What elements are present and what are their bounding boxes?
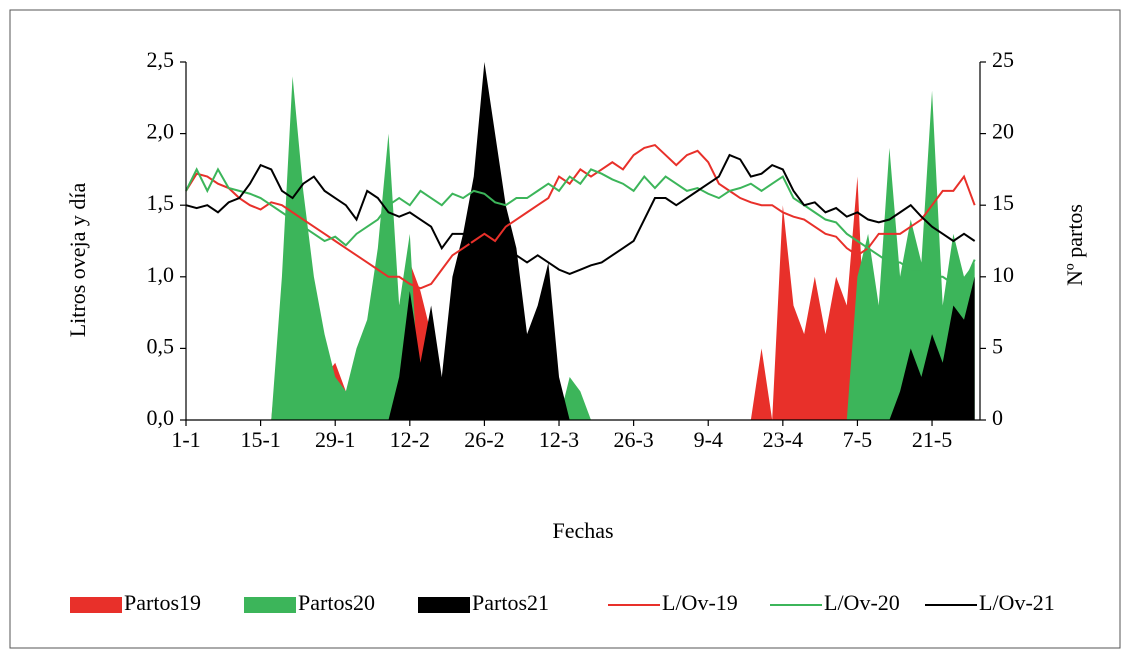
y2-tick-label: 5	[992, 333, 1003, 358]
y2-tick-label: 10	[992, 262, 1014, 287]
line	[185, 153, 976, 276]
y-tick-label: 1,0	[147, 262, 175, 287]
x-tick-label: 26-3	[613, 427, 653, 452]
legend-swatch	[418, 597, 470, 613]
legend-label: L/Ov-20	[824, 590, 900, 615]
line	[185, 143, 976, 290]
legend-label: L/Ov-21	[979, 590, 1055, 615]
legend-swatch	[244, 597, 296, 613]
x-tick-label: 12-3	[539, 427, 579, 452]
x-tick-label: 15-1	[240, 427, 280, 452]
x-tick-label: 9-4	[694, 427, 723, 452]
x-tick-label: 29-1	[315, 427, 355, 452]
y-tick-label: 0,5	[147, 333, 175, 358]
y-tick-label: 0,0	[147, 405, 175, 430]
x-tick-label: 7-5	[843, 427, 872, 452]
y2-axis-title: Nº partos	[1062, 204, 1087, 286]
x-tick-label: 12-2	[390, 427, 430, 452]
line	[185, 167, 976, 285]
x-tick-label: 23-4	[763, 427, 803, 452]
legend-label: Partos20	[298, 590, 375, 615]
y2-tick-label: 0	[992, 405, 1003, 430]
x-tick-label: 1-1	[171, 427, 200, 452]
y-tick-label: 2,0	[147, 119, 175, 144]
y2-tick-label: 15	[992, 190, 1014, 215]
legend-label: Partos19	[124, 590, 201, 615]
y-tick-label: 2,5	[147, 47, 175, 72]
y2-tick-label: 25	[992, 47, 1014, 72]
y2-tick-label: 20	[992, 119, 1014, 144]
legend-label: Partos21	[472, 590, 549, 615]
x-axis-title: Fechas	[552, 518, 613, 543]
legend-label: L/Ov-19	[662, 590, 738, 615]
y-axis-title: Litros oveja y día	[65, 182, 90, 337]
area	[186, 76, 975, 420]
y-tick-label: 1,5	[147, 190, 175, 215]
legend-swatch	[70, 597, 122, 613]
x-tick-label: 26-2	[464, 427, 504, 452]
x-tick-label: 21-5	[912, 427, 952, 452]
